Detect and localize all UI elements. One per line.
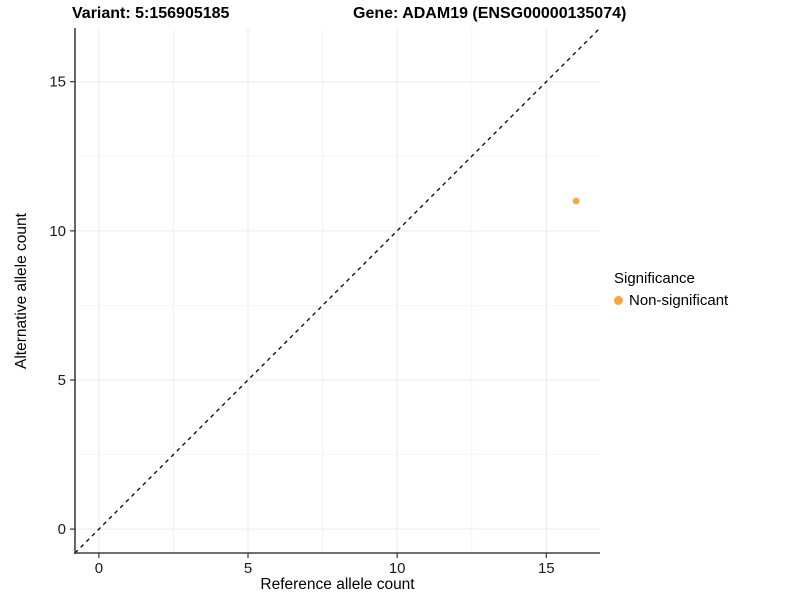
legend-title: Significance (614, 270, 695, 287)
y-tick-label: 10 (49, 223, 66, 240)
x-tick-label: 10 (389, 560, 406, 577)
legend-entry-label: Non-significant (629, 292, 729, 309)
legend: Significance Non-significant (614, 270, 728, 309)
y-tick-label: 0 (58, 521, 66, 538)
y-tick-label: 15 (49, 74, 66, 91)
data-point (572, 197, 580, 205)
identity-dashed-line (74, 27, 601, 554)
plot-title-gene: Gene: ADAM19 (ENSG00000135074) (353, 5, 627, 22)
x-tick-label: 0 (95, 560, 103, 577)
y-axis-label: Alternative allele count (13, 213, 30, 369)
x-tick-label: 5 (244, 560, 252, 577)
y-tick-label: 5 (58, 372, 66, 389)
x-axis-label: Reference allele count (260, 576, 415, 593)
x-tick-label: 15 (538, 560, 555, 577)
legend-key-dot-icon (614, 296, 623, 305)
legend-entry: Non-significant (614, 292, 728, 309)
plot-title-variant: Variant: 5:156905185 (72, 5, 230, 22)
